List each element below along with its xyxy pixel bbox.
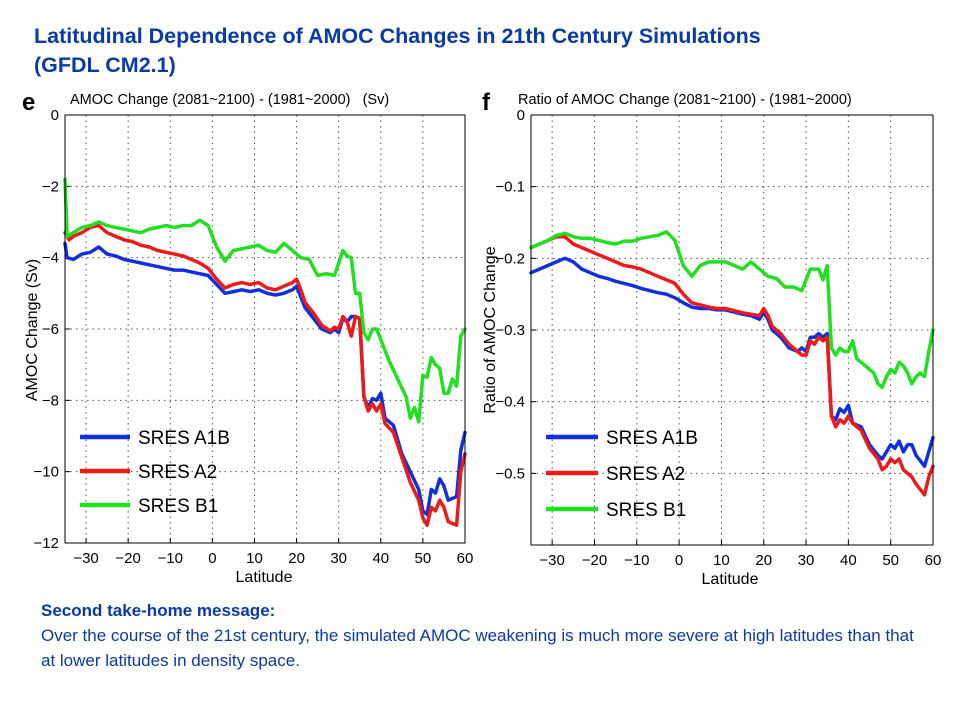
message-body: Over the course of the 21st century, the… <box>41 626 914 670</box>
y-tick-label: 0 <box>517 107 525 124</box>
x-tick-label: −10 <box>624 552 649 569</box>
x-tick-label: −30 <box>539 552 564 569</box>
chart-panel-f: f Ratio of AMOC Change (2081~2100) - (19… <box>482 89 941 588</box>
slide-title: Latitudinal Dependence of AMOC Changes i… <box>34 22 944 80</box>
grid-lines-e <box>65 114 466 544</box>
x-tick-label: 0 <box>208 550 216 567</box>
y-tick-label: −4 <box>42 250 59 267</box>
x-tick-label: 30 <box>330 550 347 567</box>
legend-e: SRES A1B SRES A2 SRES B1 <box>80 428 230 517</box>
chart-title-f: Ratio of AMOC Change (2081~2100) - (1981… <box>518 92 852 108</box>
y-tick-label: −0.4 <box>495 394 525 411</box>
x-tick-label: 0 <box>675 552 683 569</box>
x-tick-label: −30 <box>73 550 98 567</box>
x-tick-label: 60 <box>457 550 474 567</box>
legend-label-sres-b1: SRES B1 <box>138 496 218 517</box>
legend-label-sres-b1: SRES B1 <box>606 500 686 521</box>
x-tick-label: 50 <box>415 550 432 567</box>
y-tick-label: 0 <box>51 107 59 124</box>
y-tick-labels-e: 0 −2 −4 −6 −8 −10 −12 <box>34 107 59 552</box>
y-tick-label: −0.5 <box>495 465 525 482</box>
legend-f: SRES A1B SRES A2 SRES B1 <box>546 428 698 521</box>
x-tick-label: 10 <box>713 552 730 569</box>
series-line-sres-a1b <box>529 256 935 468</box>
x-tick-label: 40 <box>372 550 389 567</box>
slide-title-line-1: Latitudinal Dependence of AMOC Changes i… <box>34 24 761 48</box>
plot-frame-e <box>64 114 466 544</box>
charts-canvas: e AMOC Change (2081~2100) - (1981~2000) … <box>22 89 941 588</box>
x-tick-label: 20 <box>288 550 305 567</box>
y-tick-labels-f: 0 −0.1 −0.2 −0.3 −0.4 −0.5 <box>495 107 525 482</box>
plot-frame-f <box>530 114 934 546</box>
chart-panel-e: e AMOC Change (2081~2100) - (1981~2000) … <box>22 89 473 586</box>
y-tick-label: −8 <box>42 392 59 409</box>
slide-title-line-2: (GFDL CM2.1) <box>34 53 176 77</box>
series-group-e <box>63 177 467 527</box>
legend-label-sres-a1b: SRES A1B <box>138 428 230 449</box>
x-axis-label-f: Latitude <box>702 571 759 588</box>
x-tick-label: −20 <box>582 552 607 569</box>
series-line-sres-a2 <box>63 223 467 527</box>
message-heading: Second take-home message: <box>41 601 276 620</box>
series-line-sres-a1b <box>63 241 467 517</box>
x-tick-labels-f: −30 −20 −10 0 10 20 30 40 50 60 <box>539 552 941 569</box>
y-tick-label: −10 <box>34 464 59 481</box>
legend-label-sres-a1b: SRES A1B <box>606 428 698 449</box>
y-tick-label: −6 <box>42 321 59 338</box>
y-axis-label-f: Ratio of AMOC Change <box>482 246 499 413</box>
series-line-sres-a2 <box>529 235 935 497</box>
x-tick-labels-e: −30 −20 −10 0 10 20 30 40 50 60 <box>73 550 473 567</box>
y-tick-label: −12 <box>34 535 59 552</box>
x-axis-label-e: Latitude <box>236 569 293 586</box>
series-group-f <box>529 230 935 497</box>
panel-letter-e: e <box>22 89 35 116</box>
series-line-sres-b1 <box>63 177 467 424</box>
legend-label-sres-a2: SRES A2 <box>606 464 685 485</box>
series-line-sres-b1 <box>529 230 935 390</box>
y-axis-label-e: AMOC Change (Sv) <box>24 259 41 401</box>
y-tick-label: −2 <box>42 178 59 195</box>
y-tick-label: −0.2 <box>495 250 525 267</box>
panel-letter-f: f <box>482 89 491 116</box>
legend-label-sres-a2: SRES A2 <box>138 462 217 483</box>
grid-lines-f <box>531 114 934 545</box>
x-tick-label: 50 <box>882 552 899 569</box>
x-tick-label: 20 <box>755 552 772 569</box>
x-tick-label: −20 <box>115 550 140 567</box>
x-tick-label: 40 <box>840 552 857 569</box>
x-tick-label: 30 <box>798 552 815 569</box>
x-tick-label: −10 <box>158 550 183 567</box>
y-tick-label: −0.1 <box>495 179 525 196</box>
x-tick-label: 60 <box>925 552 942 569</box>
x-tick-label: 10 <box>246 550 263 567</box>
chart-title-e: AMOC Change (2081~2100) - (1981~2000) (S… <box>70 92 389 108</box>
y-tick-label: −0.3 <box>495 322 525 339</box>
take-home-message: Second take-home message: Over the cours… <box>41 598 921 673</box>
